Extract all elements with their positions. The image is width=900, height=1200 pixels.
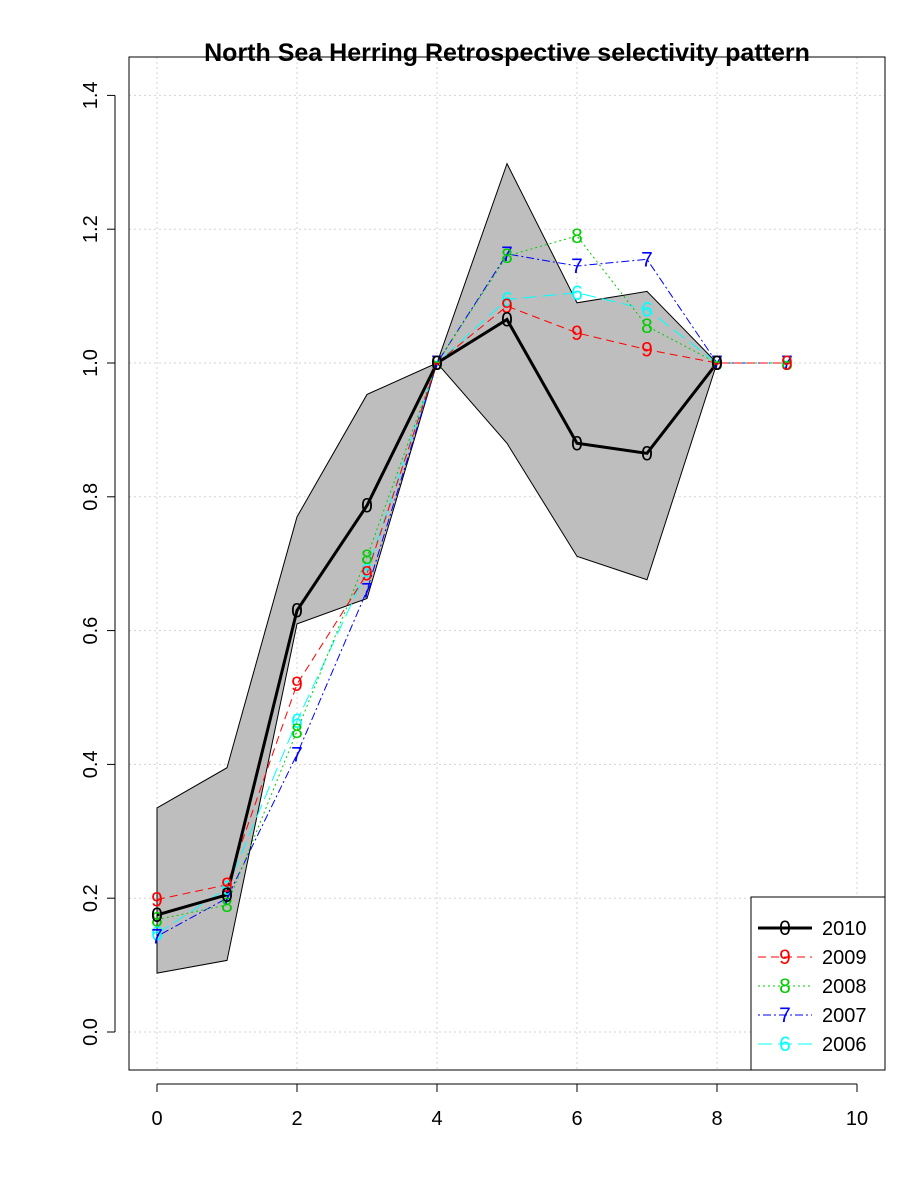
data-point-2009: 9 [431,352,443,375]
legend-marker-2006: 6 [779,1033,791,1056]
data-point-2006: 6 [571,282,583,305]
legend-box [750,896,886,1071]
legend: 0 2010 9 2009 8 2008 7 2007 6 2006 [750,896,886,1071]
data-point-2008: 8 [781,352,793,375]
data-point-2008: 8 [501,245,513,268]
data-point-2007: 7 [571,255,583,278]
data-point-2010: 0 [291,600,303,623]
legend-label-2007: 2007 [822,1005,867,1027]
data-point-2010: 0 [431,352,443,375]
axes: 0.00.20.40.60.81.01.21.40 2 4 6 8 10 [80,81,868,1130]
data-point-2010: 0 [501,309,513,332]
legend-label-2008: 2008 [822,976,867,998]
y-tick-label: 1.2 [80,215,102,243]
confidence-band-polygon [156,162,718,974]
data-point-2006: 6 [291,710,303,733]
chart-title: North Sea Herring Retrospective selectiv… [204,39,810,67]
data-point-2008: 8 [151,909,163,932]
data-point-2010: 0 [571,432,583,455]
x-tick-label: 10 [846,1108,868,1130]
data-point-2006: 6 [151,923,163,946]
data-point-2009: 9 [641,339,653,362]
data-point-2006: 6 [641,298,653,321]
data-point-2007: 7 [711,352,723,375]
data-point-2008: 8 [291,720,303,743]
legend-label-2010: 2010 [822,918,867,940]
data-point-2008: 8 [431,352,443,375]
data-point-2009: 9 [501,295,513,318]
data-point-2007: 7 [781,352,793,375]
legend-label-2006: 2006 [822,1034,867,1056]
data-point-2009: 9 [221,874,233,897]
series-line-2006 [156,292,787,935]
data-point-2007: 7 [221,887,233,910]
x-tick-label: 8 [711,1108,722,1130]
confidence-band [156,162,718,974]
data-point-2010: 0 [641,442,653,465]
data-point-2007: 7 [501,243,513,266]
data-point-2006: 6 [711,352,723,375]
series-line-2007 [156,253,787,937]
data-point-2006: 6 [361,559,373,582]
y-tick-label: 0.4 [80,750,102,778]
data-point-2010: 0 [361,494,373,517]
y-tick-label: 0.8 [80,483,102,511]
data-point-2008: 8 [571,225,583,248]
y-tick-label: 1.0 [80,349,102,377]
series-lines [156,235,787,937]
series-line-2010 [156,317,719,917]
data-point-2010: 0 [221,884,233,907]
data-point-2008: 8 [711,352,723,375]
y-tick-label: 0.2 [80,884,102,912]
data-point-2010: 0 [151,904,163,927]
y-tick-label: 0.6 [80,617,102,645]
data-point-2007: 7 [361,579,373,602]
legend-marker-2009: 9 [779,946,791,969]
x-tick-label: 0 [151,1108,162,1130]
data-point-2007: 7 [641,248,653,271]
data-point-2010: 0 [711,352,723,375]
series-line-2008 [156,235,787,921]
data-point-2009: 9 [151,889,163,912]
data-point-2008: 8 [641,315,653,338]
data-point-2007: 7 [151,925,163,948]
data-point-2007: 7 [431,352,443,375]
data-point-2008: 8 [221,894,233,917]
data-point-2006: 6 [431,352,443,375]
data-point-2007: 7 [291,743,303,766]
data-point-2006: 6 [781,352,793,375]
legend-marker-2007: 7 [779,1004,791,1027]
data-point-2009: 9 [711,352,723,375]
data-point-2008: 8 [361,546,373,569]
legend-marker-2010: 0 [779,917,791,940]
legend-label-2009: 2009 [822,947,867,969]
y-tick-label: 0.0 [80,1018,102,1046]
series-line-2009 [156,305,787,901]
data-point-2009: 9 [361,563,373,586]
legend-marker-2008: 8 [779,975,791,998]
data-point-2006: 6 [221,877,233,900]
data-point-2009: 9 [571,322,583,345]
data-point-2006: 6 [501,288,513,311]
x-tick-label: 2 [291,1108,302,1130]
data-point-2009: 9 [781,352,793,375]
x-tick-label: 6 [571,1108,582,1130]
x-tick-label: 4 [431,1108,442,1130]
y-tick-label: 1.4 [80,81,102,109]
data-point-2009: 9 [291,673,303,696]
plot-frame [128,56,886,1071]
